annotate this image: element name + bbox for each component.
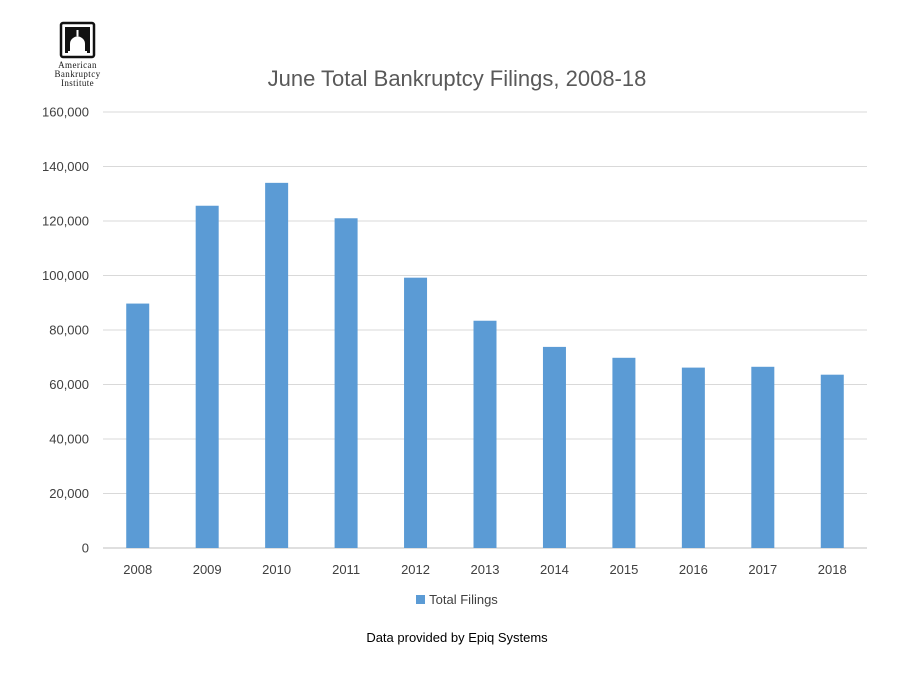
bar-2016 <box>681 367 705 548</box>
y-tick-label: 160,000 <box>42 105 89 120</box>
bar-2013 <box>473 320 497 548</box>
american-bankruptcy-institute-logo: American Bankruptcy Institute <box>55 21 101 88</box>
y-tick-label: 40,000 <box>49 432 89 447</box>
chart-title: June Total Bankruptcy Filings, 2008-18 <box>267 66 647 91</box>
y-tick-label: 20,000 <box>49 486 89 501</box>
bars <box>126 182 844 549</box>
x-tick-label: 2009 <box>193 562 222 577</box>
logo-text-line-3: Institute <box>61 78 94 88</box>
x-tick-label: 2012 <box>401 562 430 577</box>
bar-2015 <box>612 357 636 548</box>
bar-2008 <box>126 303 150 548</box>
logo-text-line-2: Bankruptcy <box>55 69 101 79</box>
logo-text-line-1: American <box>58 60 97 70</box>
legend: Total Filings <box>0 592 914 607</box>
x-tick-label: 2013 <box>471 562 500 577</box>
x-tick-label: 2017 <box>748 562 777 577</box>
x-tick-label: 2008 <box>123 562 152 577</box>
y-tick-label: 60,000 <box>49 377 89 392</box>
bar-2014 <box>542 346 566 548</box>
y-tick-label: 80,000 <box>49 323 89 338</box>
y-tick-label: 0 <box>82 541 89 556</box>
legend-swatch <box>416 595 426 604</box>
y-tick-label: 120,000 <box>42 214 89 229</box>
bar-2009 <box>195 205 219 549</box>
x-axis-labels: 2008 2009 2010 2011 2012 2013 2014 2015 2016 2017… <box>123 562 846 577</box>
bar-2018 <box>820 374 844 548</box>
x-tick-label: 2018 <box>818 562 847 577</box>
y-tick-label: 140,000 <box>42 159 89 174</box>
legend-label: Total Filings <box>429 592 498 607</box>
bar-2011 <box>334 218 358 548</box>
bar-2012 <box>404 277 428 548</box>
y-axis-labels: 0 20,000 40,000 60,000 80,000 100,000 120,000 1… <box>42 105 89 556</box>
source-note: Data provided by Epiq Systems <box>366 630 548 645</box>
x-tick-label: 2015 <box>609 562 638 577</box>
x-tick-label: 2011 <box>332 562 360 577</box>
x-tick-label: 2014 <box>540 562 569 577</box>
bar-2017 <box>751 366 775 548</box>
bar-2010 <box>265 182 289 548</box>
x-tick-label: 2016 <box>679 562 708 577</box>
y-tick-label: 100,000 <box>42 268 89 283</box>
x-tick-label: 2010 <box>262 562 291 577</box>
